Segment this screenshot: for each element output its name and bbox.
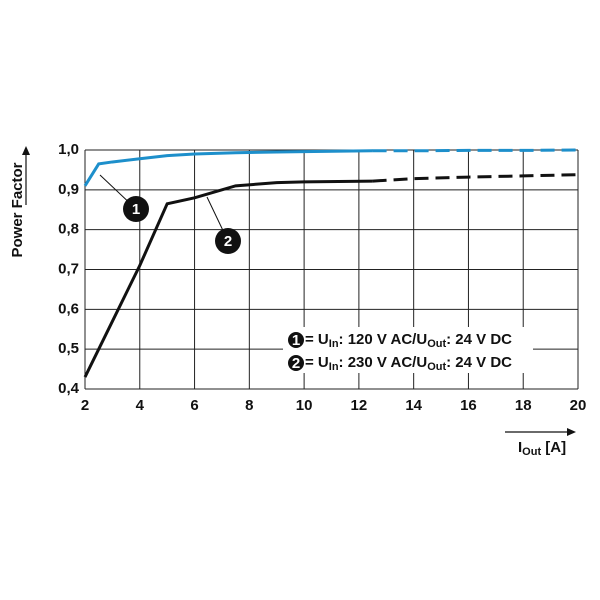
x-tick-label: 10 [296,397,313,414]
legend-entry: = UIn: 230 V AC/UOut: 24 V DC [305,354,512,373]
y-axis-label: Power Factor [9,162,26,257]
x-tick-label: 8 [245,397,253,414]
x-tick-label: 16 [460,397,477,414]
y-tick-label: 0,4 [58,380,80,397]
text-run: I [518,439,522,456]
subscript: In [329,338,339,350]
x-tick-label: 20 [570,397,587,414]
y-tick-label: 0,7 [58,260,79,277]
subscript: In [329,361,339,373]
y-tick-label: 0,9 [58,181,79,198]
x-tick-label: 18 [515,397,532,414]
series-line-dashed [372,173,579,183]
legend-marker-label: 1 [292,332,300,349]
y-tick-label: 0,6 [58,300,79,317]
legend-marker [288,355,304,371]
y-tick-label: 0,5 [58,340,79,357]
x-tick-label: 12 [351,397,368,414]
callout-marker [215,228,241,254]
legend-box [283,327,533,373]
x-axis-arrowhead [567,428,576,436]
x-tick-label: 14 [405,397,422,414]
text-run: : 24 V DC [446,331,512,348]
x-axis-label: IOut [A] [518,439,566,458]
x-tick-label: 2 [81,397,89,414]
x-tick-label: 6 [190,397,198,414]
y-tick-label: 1,0 [58,141,79,158]
legend-marker [288,332,304,348]
text-run: : 120 V AC/U [339,331,428,348]
legend-marker-label: 2 [292,355,300,372]
text-run: = U [305,354,329,371]
series-line-dashed [372,148,579,153]
text-run: : 230 V AC/U [339,354,428,371]
series-line [83,179,373,378]
subscript: Out [522,446,541,458]
text-run: : 24 V DC [446,354,512,371]
y-axis-arrowhead [22,146,30,155]
callout-label: 2 [224,233,232,250]
text-run: = U [305,331,329,348]
text-run: [A] [541,439,566,456]
series-line [83,149,373,187]
legend-entry: = UIn: 120 V AC/UOut: 24 V DC [305,331,512,350]
subscript: Out [427,338,446,350]
y-tick-label: 0,8 [58,221,79,238]
x-tick-label: 4 [136,397,145,414]
callout-marker [123,196,149,222]
subscript: Out [427,361,446,373]
callout-label: 1 [132,201,140,218]
